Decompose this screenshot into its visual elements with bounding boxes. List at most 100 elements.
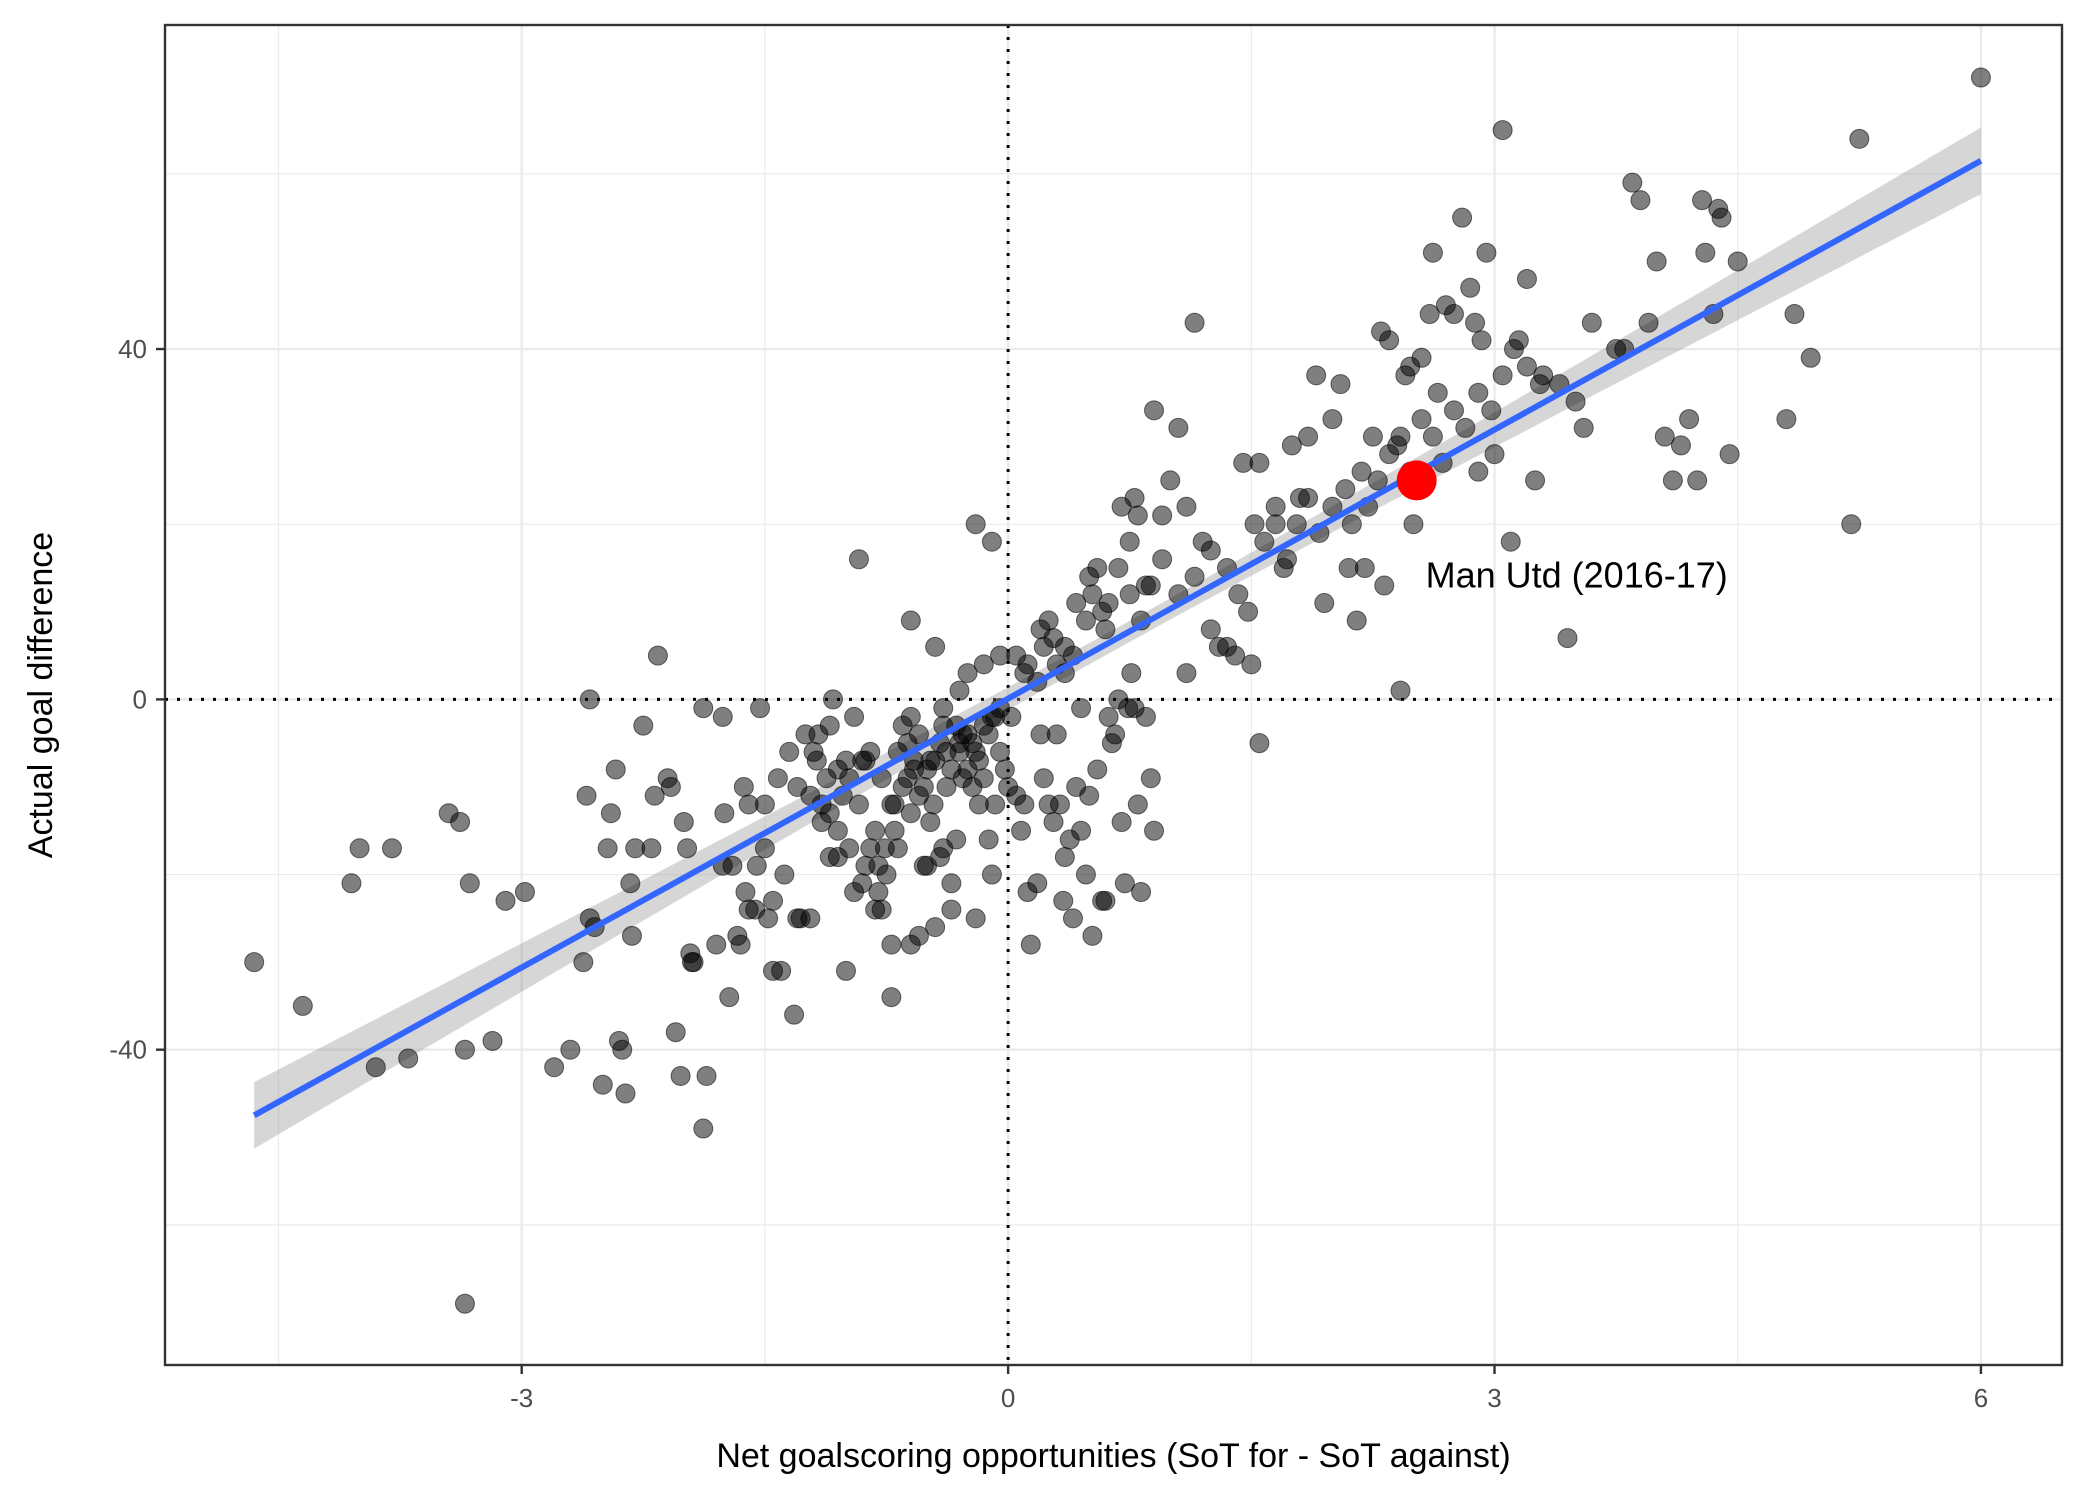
data-point [936,741,957,762]
data-point [1098,706,1119,727]
data-point [693,698,714,719]
data-point [1533,365,1554,386]
data-point [1241,654,1262,675]
data-point [1079,785,1100,806]
data-point [876,864,897,885]
data-point [1140,575,1161,596]
data-point [1443,400,1464,421]
data-point [779,741,800,762]
data-point [985,794,1006,815]
data-point [1314,593,1335,614]
data-point [1043,628,1064,649]
data-point [774,864,795,885]
data-point [1322,409,1343,430]
data-point [592,1074,613,1095]
data-point [1516,356,1537,377]
x-tick-label: 0 [1001,1383,1015,1413]
data-point [1646,251,1667,272]
data-point [1565,391,1586,412]
data-point [1053,890,1074,911]
data-point [576,785,597,806]
data-point [647,645,668,666]
data-point [1184,566,1205,587]
data-point [1374,575,1395,596]
data-point [994,759,1015,780]
data-point [920,811,941,832]
data-point [981,531,1002,552]
data-point [1160,470,1181,491]
data-point [965,908,986,929]
data-point [1200,540,1221,561]
data-point [1687,470,1708,491]
data-point [1468,461,1489,482]
data-point [735,882,756,903]
data-point [1020,934,1041,955]
regression-line [252,158,1983,1119]
data-point [1135,706,1156,727]
data-point [1168,417,1189,438]
data-point [819,847,840,868]
data-point [1121,663,1142,684]
data-point [244,952,265,973]
data-point [860,838,881,859]
data-point [1124,487,1145,508]
data-point [633,715,654,736]
data-point [693,1118,714,1139]
panel-border-rect [163,23,2064,1367]
data-point [1066,593,1087,614]
data-point [819,715,840,736]
data-point [758,908,779,929]
data-point [1784,304,1805,325]
data-point [1087,759,1108,780]
data-point [1476,242,1497,263]
data-point [848,549,869,570]
data-point [1238,601,1259,622]
data-point [1390,680,1411,701]
data-point [620,873,641,894]
data-point [605,759,626,780]
data-point [848,794,869,815]
data-point [1095,619,1116,640]
y-axis-title: Actual goal difference [22,532,60,858]
data-point [712,706,733,727]
y-tick-label: -40 [109,1035,147,1065]
data-point [946,829,967,850]
data-point [1471,330,1492,351]
data-point [1679,409,1700,430]
data-point [514,882,535,903]
data-point [683,952,704,973]
data-point [925,636,946,657]
data-point [1849,128,1870,149]
data-point [1098,593,1119,614]
data-point [1111,811,1132,832]
x-tick-label: -3 [510,1383,533,1413]
data-point [968,750,989,771]
data-point [1054,847,1075,868]
data-point [1776,409,1797,430]
data-point [349,838,370,859]
data-point [1049,794,1070,815]
data-point [482,1030,503,1051]
data-point [908,724,929,745]
data-point [1695,242,1716,263]
x-tick-label: 3 [1487,1383,1501,1413]
data-point [1043,811,1064,832]
data-point [292,995,313,1016]
data-point [1244,514,1265,535]
data-point [1062,908,1083,929]
data-point [1411,347,1432,368]
data-point [1087,558,1108,579]
data-point [865,820,886,841]
data-point [1500,531,1521,552]
data-point [746,855,767,876]
data-point [560,1039,581,1060]
data-point [1503,339,1524,360]
data-point [1455,417,1476,438]
data-point [923,794,944,815]
data-point [839,838,860,859]
data-point [1630,190,1651,211]
data-point [1298,426,1319,447]
data-point [1422,242,1443,263]
y-axis: -40 0 40 [109,334,165,1065]
highlight-point [1396,460,1437,501]
